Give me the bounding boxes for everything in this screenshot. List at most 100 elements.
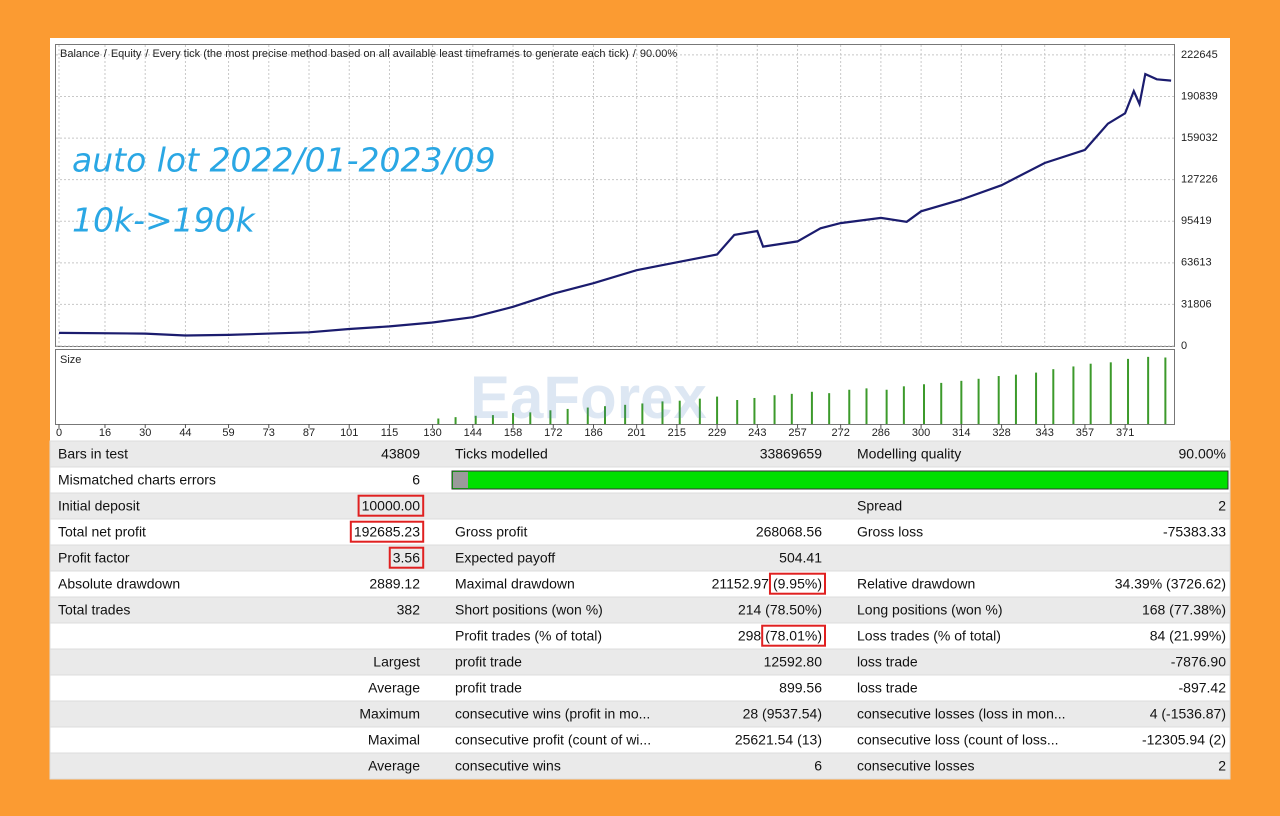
cell-label: Mismatched charts errors — [58, 472, 216, 488]
quality-bar-gray — [453, 472, 468, 488]
x-tick-label: 257 — [788, 427, 806, 439]
cell-value: 268068.56 — [756, 524, 822, 540]
x-tick-label: 186 — [584, 427, 602, 439]
cell-value: 899.56 — [779, 680, 822, 696]
x-tick-label: 328 — [992, 427, 1010, 439]
cell-value: 4 (-1536.87) — [1150, 706, 1226, 722]
cell-value: 2889.12 — [369, 576, 420, 592]
table-row — [49, 622, 1231, 650]
table-row — [49, 752, 1231, 780]
cell-label: Modelling quality — [857, 446, 961, 462]
cell-label: consecutive wins — [455, 758, 561, 774]
cell-label: profit trade — [455, 680, 522, 696]
legend: Balance / Equity / Every tick (the most prec… — [60, 48, 677, 60]
table-row — [49, 440, 1231, 468]
x-tick-label: 0 — [56, 427, 62, 439]
cell-value: 43809 — [381, 446, 420, 462]
cell-value: -897.42 — [1179, 680, 1227, 696]
y-tick-label: 222645 — [1181, 49, 1218, 61]
cell-value: 12592.80 — [764, 654, 823, 670]
cell-value: 25621.54 (13) — [735, 732, 822, 748]
cell-value: Largest — [373, 654, 420, 670]
y-tick-label: 190839 — [1181, 90, 1218, 102]
cell-value: 192685.23 — [354, 524, 420, 540]
cell-value: -12305.94 (2) — [1142, 732, 1226, 748]
cell-label: Absolute drawdown — [58, 576, 180, 592]
cell-label: Loss trades (% of total) — [857, 628, 1001, 644]
table-row — [49, 492, 1231, 520]
x-tick-label: 87 — [303, 427, 315, 439]
cell-label: Profit trades (% of total) — [455, 628, 602, 644]
cell-label: Total net profit — [58, 524, 146, 540]
cell-label: loss trade — [857, 654, 918, 670]
results-table: Bars in test 43809 Ticks modelled 33869659 M… — [49, 440, 1231, 780]
x-tick-label: 130 — [423, 427, 441, 439]
annotation: auto lot 2022/01-2023/09 — [72, 141, 496, 180]
cell-value: 382 — [397, 602, 421, 618]
cell-value: 298 — [738, 628, 762, 644]
cell-value: -7876.90 — [1171, 654, 1226, 670]
cell-value: Maximal — [368, 732, 420, 748]
cell-value: 6 — [814, 758, 822, 774]
cell-label: Profit factor — [58, 550, 130, 566]
x-tick-label: 371 — [1116, 427, 1134, 439]
x-tick-label: 73 — [263, 427, 275, 439]
legend-equity: Equity — [111, 48, 142, 60]
cell-value: 84 (21.99%) — [1150, 628, 1226, 644]
x-tick-label: 158 — [504, 427, 522, 439]
x-tick-label: 101 — [340, 427, 358, 439]
cell-value: 33869659 — [760, 446, 823, 462]
table-row — [49, 674, 1231, 702]
balance-chart-frame — [55, 44, 1175, 347]
cell-label: consecutive loss (count of loss... — [857, 732, 1059, 748]
table-row — [49, 596, 1231, 624]
quality-bar-frame — [451, 470, 1229, 490]
cell-label: Maximal drawdown — [455, 576, 575, 592]
cell-value: Average — [368, 758, 420, 774]
cell-label: consecutive wins (profit in mo... — [455, 706, 650, 722]
legend-separator: / — [633, 48, 637, 60]
y-tick-label: 31806 — [1181, 298, 1212, 310]
cell-value: Average — [368, 680, 420, 696]
cell-value: 28 (9537.54) — [743, 706, 822, 722]
cell-value: Maximum — [359, 706, 420, 722]
cell-value: 21152.97 — [712, 576, 770, 592]
x-tick-label: 357 — [1076, 427, 1094, 439]
x-tick-label: 59 — [222, 427, 234, 439]
cell-value: (78.01%) — [765, 628, 822, 644]
balance-line — [58, 72, 1172, 337]
legend-separator: / — [104, 48, 108, 60]
table-row — [49, 570, 1231, 598]
cell-value: 2 — [1218, 498, 1226, 514]
legend-quality: 90.00% — [640, 48, 678, 60]
x-tick-label: 172 — [544, 427, 562, 439]
legend-separator: / — [145, 48, 149, 60]
annotation: 10k->190k — [72, 201, 257, 240]
y-tick-label: 63613 — [1181, 257, 1212, 269]
cell-label: consecutive losses (loss in mon... — [857, 706, 1066, 722]
size-label: Size — [60, 354, 81, 366]
cell-value: -75383.33 — [1163, 524, 1226, 540]
cell-label: Spread — [857, 498, 902, 514]
y-tick-label: 95419 — [1181, 215, 1212, 227]
cell-value: 3.56 — [393, 550, 420, 566]
x-tick-label: 30 — [139, 427, 151, 439]
x-tick-label: 243 — [748, 427, 766, 439]
legend-balance: Balance — [60, 48, 100, 60]
cell-value: 214 (78.50%) — [738, 602, 822, 618]
x-tick-label: 272 — [831, 427, 849, 439]
plot-layer: 0 31806 63613 95419 127226 159032 190839 222645… — [56, 45, 1218, 439]
table-row — [49, 518, 1231, 546]
y-tick-label: 0 — [1181, 340, 1187, 352]
table-row — [49, 648, 1231, 676]
highlight-box — [388, 546, 425, 569]
legend-description: Every tick (the most precise method base… — [152, 48, 628, 60]
cell-value: 10000.00 — [362, 498, 421, 514]
cell-label: Ticks modelled — [455, 446, 548, 462]
cell-label: Bars in test — [58, 446, 128, 462]
cell-label: Long positions (won %) — [857, 602, 1003, 618]
cell-label: Total trades — [58, 602, 130, 618]
cell-label: loss trade — [857, 680, 918, 696]
